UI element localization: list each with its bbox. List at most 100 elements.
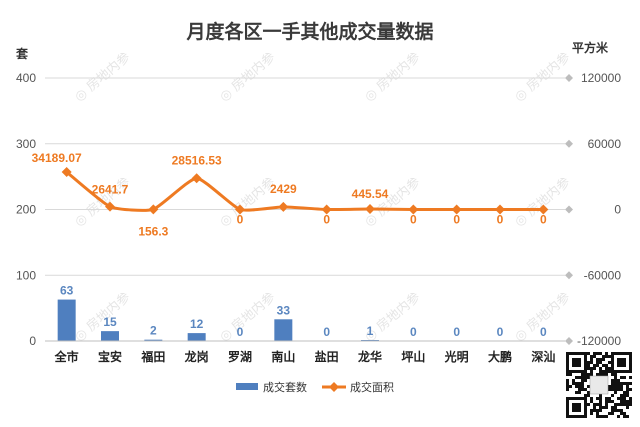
left-tick-label: 100	[16, 268, 36, 282]
qr-module	[608, 412, 611, 415]
qr-module	[608, 385, 611, 388]
qr-module	[605, 370, 608, 373]
qr-module	[620, 394, 623, 397]
category-label: 龙华	[358, 349, 382, 364]
right-tick-marker	[565, 74, 573, 82]
qr-module	[602, 370, 605, 373]
qr-module	[629, 376, 632, 379]
qr-module	[629, 400, 632, 403]
qr-module	[620, 382, 623, 385]
left-tick-label: 400	[16, 71, 36, 85]
chart-title: 月度各区一手其他成交量数据	[185, 20, 433, 43]
qr-module	[626, 415, 629, 418]
qr-module	[608, 370, 611, 373]
bar-value-label: 0	[497, 325, 504, 339]
qr-module	[614, 388, 617, 391]
qr-module	[593, 403, 596, 406]
qr-module	[590, 367, 593, 370]
qr-module	[611, 385, 614, 388]
line-marker	[365, 204, 375, 215]
qr-module	[599, 370, 602, 373]
qr-module	[623, 412, 626, 415]
qr-module	[590, 400, 593, 403]
qr-module	[590, 361, 593, 364]
bar-value-label: 0	[540, 325, 547, 339]
qr-module	[599, 394, 602, 397]
qr-module	[626, 406, 629, 409]
qr-module	[617, 379, 620, 382]
qr-module	[596, 415, 599, 418]
left-tick-label: 200	[16, 203, 36, 217]
right-tick-marker	[565, 139, 573, 148]
qr-module	[602, 355, 605, 358]
watermark-text: ◎ 房地内参	[216, 49, 278, 105]
qr-module	[623, 382, 626, 385]
qr-module	[599, 415, 602, 418]
qr-module	[593, 364, 596, 367]
qr-module	[566, 385, 569, 388]
left-tick-label: 0	[29, 334, 36, 348]
qr-module	[566, 379, 569, 382]
qr-module	[599, 367, 602, 370]
line-value-label: 0	[237, 213, 244, 227]
qr-module	[584, 379, 587, 382]
qr-module	[623, 376, 626, 379]
right-axis-unit: 平方米	[572, 40, 609, 55]
qr-module	[614, 406, 617, 409]
bar-value-label: 0	[237, 325, 244, 339]
qr-module	[587, 361, 590, 364]
qr-module	[614, 373, 617, 376]
right-tick-label: 0	[614, 203, 621, 217]
qr-code	[564, 350, 634, 420]
qr-module	[614, 379, 617, 382]
bar-value-label: 15	[103, 315, 117, 329]
qr-module	[575, 391, 578, 394]
qr-module	[608, 400, 611, 403]
qr-module	[614, 403, 617, 406]
qr-module	[584, 376, 587, 379]
right-tick-marker	[565, 205, 573, 214]
category-label: 罗湖	[228, 349, 252, 364]
qr-module	[611, 382, 614, 385]
qr-module	[587, 367, 590, 370]
qr-module	[620, 385, 623, 388]
qr-module	[623, 391, 626, 394]
qr-module	[605, 403, 608, 406]
bar	[57, 299, 76, 341]
qr-module	[620, 400, 623, 403]
qr-module	[575, 382, 578, 385]
qr-module	[605, 364, 608, 367]
qr-module	[587, 352, 590, 355]
bar-value-label: 0	[453, 325, 460, 339]
qr-module	[608, 355, 611, 358]
qr-module	[605, 367, 608, 370]
line-value-label: 0	[453, 213, 460, 227]
qr-module	[581, 385, 584, 388]
qr-module	[617, 403, 620, 406]
qr-module	[587, 373, 590, 376]
line-marker	[495, 204, 505, 215]
qr-module	[596, 403, 599, 406]
right-tick-marker	[565, 271, 573, 280]
qr-module	[593, 352, 596, 355]
line-value-label: 2641.7	[92, 183, 129, 197]
line-value-label: 2429	[270, 182, 297, 196]
qr-module	[599, 361, 602, 364]
qr-finder-core	[617, 358, 626, 367]
qr-module	[608, 367, 611, 370]
qr-module	[626, 388, 629, 391]
legend-bar-swatch	[236, 383, 258, 390]
qr-module	[605, 355, 608, 358]
line-value-label: 28516.53	[172, 153, 222, 167]
qr-module	[572, 379, 575, 382]
qr-module	[605, 406, 608, 409]
line-marker	[105, 201, 115, 212]
qr-module	[599, 409, 602, 412]
qr-module	[605, 400, 608, 403]
line-value-label: 0	[410, 213, 417, 227]
qr-module	[626, 394, 629, 397]
line-value-label: 0	[497, 213, 504, 227]
category-label: 坪山	[401, 349, 425, 364]
qr-module	[590, 355, 593, 358]
category-label: 光明	[444, 349, 469, 364]
